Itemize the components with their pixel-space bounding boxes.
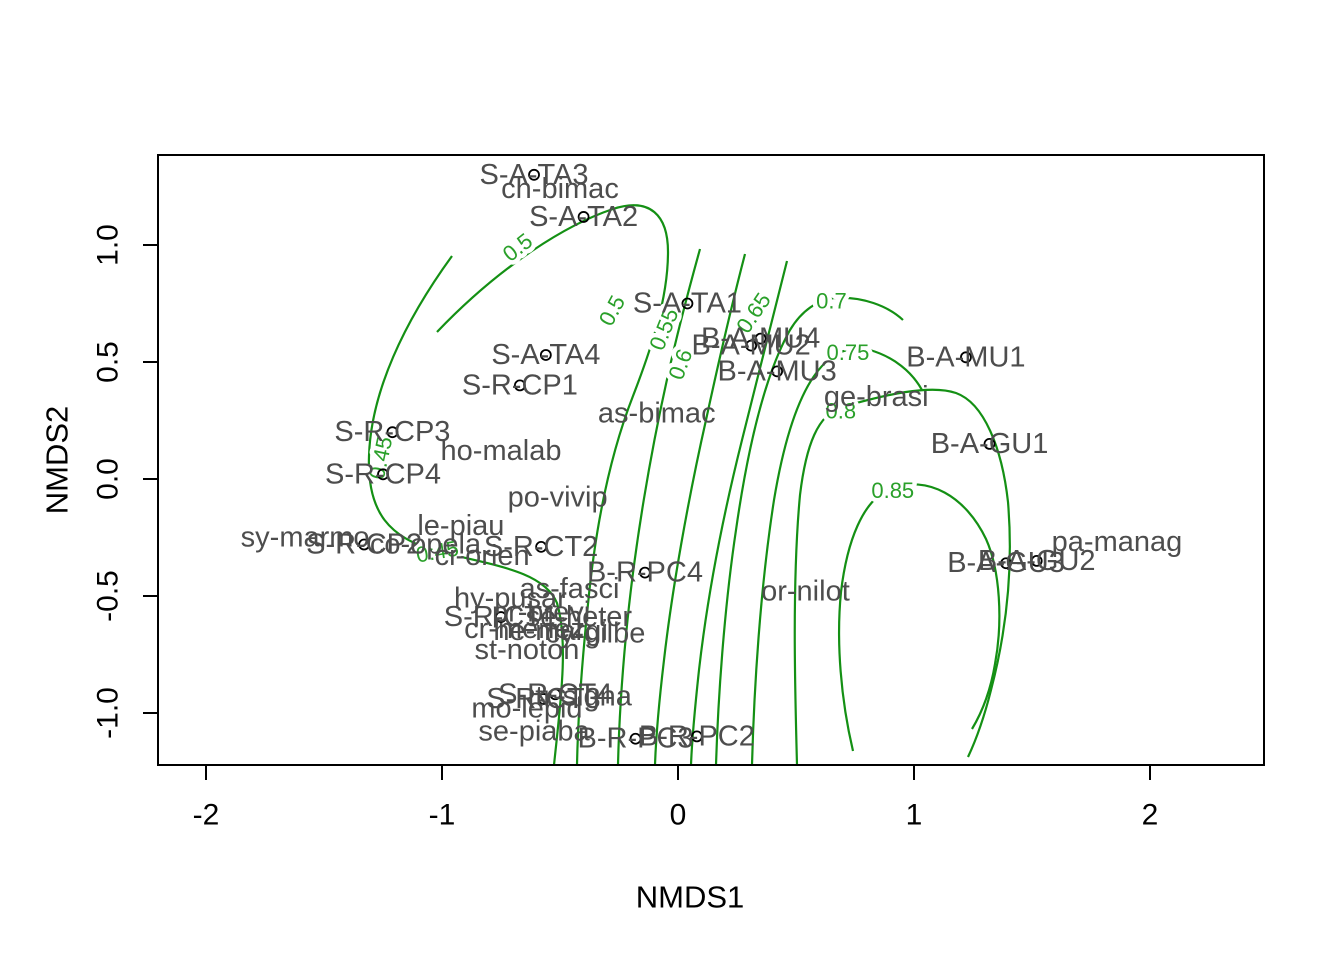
site-marker-B-A-GU2 bbox=[1030, 555, 1043, 567]
contour-label: 0.8 bbox=[826, 399, 857, 424]
species-label-po-vivip: po-vivip bbox=[508, 482, 608, 514]
species-label-st-noton: st-noton bbox=[475, 634, 580, 666]
y-tick-label: 0.5 bbox=[92, 341, 125, 383]
species-label-ci-orien: ci-orien bbox=[435, 540, 530, 572]
site-label-S-R-CT4: S-R-CT4 bbox=[498, 678, 612, 710]
site-markers-group bbox=[358, 168, 1043, 745]
species-label-pa-manag: pa-manag bbox=[1052, 526, 1183, 558]
y-tick-label: -1.0 bbox=[92, 687, 125, 739]
y-axis-title: NMDS2 bbox=[40, 406, 75, 515]
contour-label: 0.85 bbox=[871, 478, 914, 503]
site-marker-S-A-TA3 bbox=[528, 168, 540, 181]
site-marker-S-A-TA4 bbox=[539, 349, 552, 361]
species-label-as-bimac: as-bimac bbox=[598, 397, 716, 429]
contour-line-080 bbox=[793, 388, 1011, 766]
site-label-B-R-PC2: B-R-PC2 bbox=[639, 720, 755, 752]
site-label-S-A-TA4: S-A-TA4 bbox=[491, 339, 600, 371]
site-label-S-R-CT1: S-R-CT1 bbox=[444, 601, 558, 633]
site-label-S-R-CT2: S-R-CT2 bbox=[484, 531, 598, 563]
site-marker-S-A-TA1 bbox=[681, 297, 694, 310]
site-label-S-R-CP2: S-R-CP2 bbox=[306, 529, 422, 561]
site-marker-S-A-TA2 bbox=[577, 211, 590, 223]
x-tick-label: 0 bbox=[670, 799, 687, 832]
site-label-B-A-MU4: B-A-MU4 bbox=[701, 323, 820, 355]
site-label-B-A-MU2: B-A-MU2 bbox=[692, 330, 811, 362]
species-label-as-fasci: as-fasci bbox=[519, 573, 619, 605]
contour-line-075 bbox=[750, 347, 923, 766]
point-labels-group: ch-bimac as-bimac ho-malab po-vivip sy-marmo… bbox=[241, 159, 1183, 755]
species-label-co-opela: co-opela bbox=[370, 529, 482, 561]
site-label-S-R-CP1: S-R-CP1 bbox=[462, 369, 578, 401]
contour-line-065 bbox=[689, 260, 789, 766]
species-label-se-heter: se-heter bbox=[526, 601, 633, 633]
y-axis: 1.0 0.5 0.0 -0.5 -1.0 bbox=[92, 224, 158, 739]
contour-line-055 bbox=[616, 248, 702, 766]
y-tick-label: 0.0 bbox=[92, 458, 125, 500]
x-axis-title: NMDS1 bbox=[636, 880, 745, 915]
site-label-B-A-MU1: B-A-MU1 bbox=[906, 341, 1025, 373]
site-label-S-R-CT3: S-R-CT3 bbox=[486, 683, 600, 715]
contour-label: 0.75 bbox=[827, 340, 870, 365]
species-label-or-nilot: or-nilot bbox=[761, 575, 850, 607]
species-label-se-piaba: se-piaba bbox=[478, 716, 590, 748]
species-label-cy-gilbe: cy-gilbe bbox=[545, 617, 645, 649]
site-marker-S-R-CP3 bbox=[386, 426, 399, 439]
site-label-B-A-GU3: B-A-GU3 bbox=[947, 547, 1065, 579]
species-label-ho-malab: ho-malab bbox=[441, 435, 562, 467]
species-label-pr-brevi: pr-brevi bbox=[492, 596, 590, 628]
x-tick-label: 2 bbox=[1142, 799, 1159, 832]
site-marker-S-R-CP2 bbox=[358, 538, 371, 551]
site-marker-B-A-MU4 bbox=[754, 332, 767, 345]
site-label-B-A-MU3: B-A-MU3 bbox=[718, 355, 837, 387]
species-label-tr-signa: tr-signa bbox=[535, 681, 633, 713]
contour-line-060 bbox=[653, 253, 747, 766]
site-marker-B-A-GU1 bbox=[983, 437, 996, 450]
contour-line-045 bbox=[367, 255, 564, 766]
site-marker-B-A-MU3 bbox=[771, 365, 784, 378]
site-marker-S-R-CP4 bbox=[377, 468, 389, 481]
species-label-ge-brasi: ge-brasi bbox=[824, 381, 929, 413]
site-label-S-A-TA1: S-A-TA1 bbox=[633, 288, 742, 320]
species-label-hy-pusar: hy-pusar bbox=[454, 582, 567, 614]
site-label-S-R-CP3: S-R-CP3 bbox=[334, 416, 450, 448]
species-label-cr-menez: cr-menez bbox=[464, 613, 585, 645]
x-tick-label: 1 bbox=[906, 799, 923, 832]
site-label-B-A-GU1: B-A-GU1 bbox=[931, 428, 1049, 460]
site-marker-B-R-PC3 bbox=[629, 732, 642, 745]
contour-label: 0.5 bbox=[594, 291, 630, 330]
site-marker-S-R-CP1 bbox=[513, 379, 526, 392]
y-tick-label: -0.5 bbox=[92, 570, 125, 622]
site-marker-B-R-PC4 bbox=[639, 566, 651, 579]
site-label-B-A-GU2: B-A-GU2 bbox=[978, 545, 1096, 577]
site-label-S-R-CP4: S-R-CP4 bbox=[325, 458, 441, 490]
species-label-le-piau: le-piau bbox=[417, 510, 504, 542]
contour-line-085 bbox=[837, 483, 1001, 752]
site-marker-B-A-MU1 bbox=[960, 351, 972, 364]
x-axis: -2 -1 0 1 2 bbox=[193, 765, 1159, 832]
site-marker-S-R-CT1 bbox=[495, 611, 507, 623]
species-label-he-margi: he-margi bbox=[493, 615, 607, 647]
site-label-S-A-TA3: S-A-TA3 bbox=[480, 159, 589, 191]
site-label-B-R-PC3: B-R-PC3 bbox=[578, 723, 694, 755]
species-label-ch-bimac: ch-bimac bbox=[501, 173, 619, 205]
y-tick-label: 1.0 bbox=[92, 224, 125, 266]
site-label-S-A-TA2: S-A-TA2 bbox=[529, 201, 638, 233]
site-marker-S-R-CT2 bbox=[535, 540, 548, 553]
contour-label: 0.7 bbox=[816, 289, 847, 314]
site-label-B-R-PC4: B-R-PC4 bbox=[587, 557, 703, 589]
site-marker-S-R-CT4 bbox=[549, 688, 562, 701]
x-tick-label: -1 bbox=[429, 799, 456, 832]
site-marker-S-R-CT3 bbox=[537, 693, 550, 705]
x-tick-label: -2 bbox=[193, 799, 220, 832]
contour-label: 0.5 bbox=[498, 228, 537, 267]
site-marker-B-A-GU3 bbox=[1000, 557, 1012, 570]
plot-box bbox=[157, 154, 1265, 766]
contour-line-070 bbox=[714, 296, 904, 766]
species-label-mo-lepid: mo-lepid bbox=[471, 692, 582, 724]
species-label-sy-marmo: sy-marmo bbox=[241, 522, 370, 554]
site-marker-B-A-MU2 bbox=[745, 339, 758, 352]
site-marker-B-R-PC2 bbox=[690, 730, 703, 743]
